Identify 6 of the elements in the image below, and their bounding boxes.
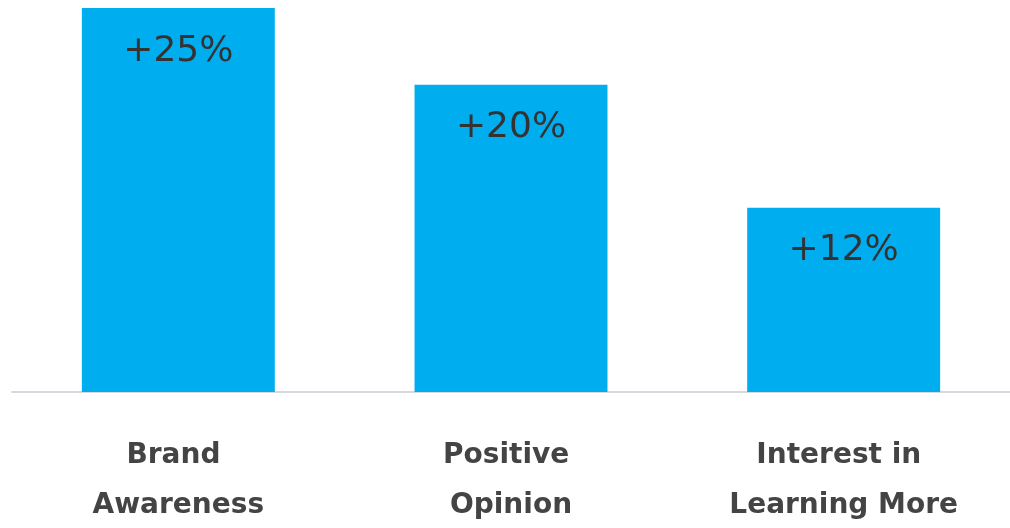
x-tick-label: Brand Awareness: [92, 436, 265, 520]
data-label: +12%: [788, 227, 899, 269]
data-label: +25%: [123, 27, 234, 69]
x-tick-label: Positive Opinion: [443, 436, 579, 520]
data-label: +20%: [455, 104, 567, 146]
x-tick-label: Interest in Learning More: [729, 436, 959, 520]
